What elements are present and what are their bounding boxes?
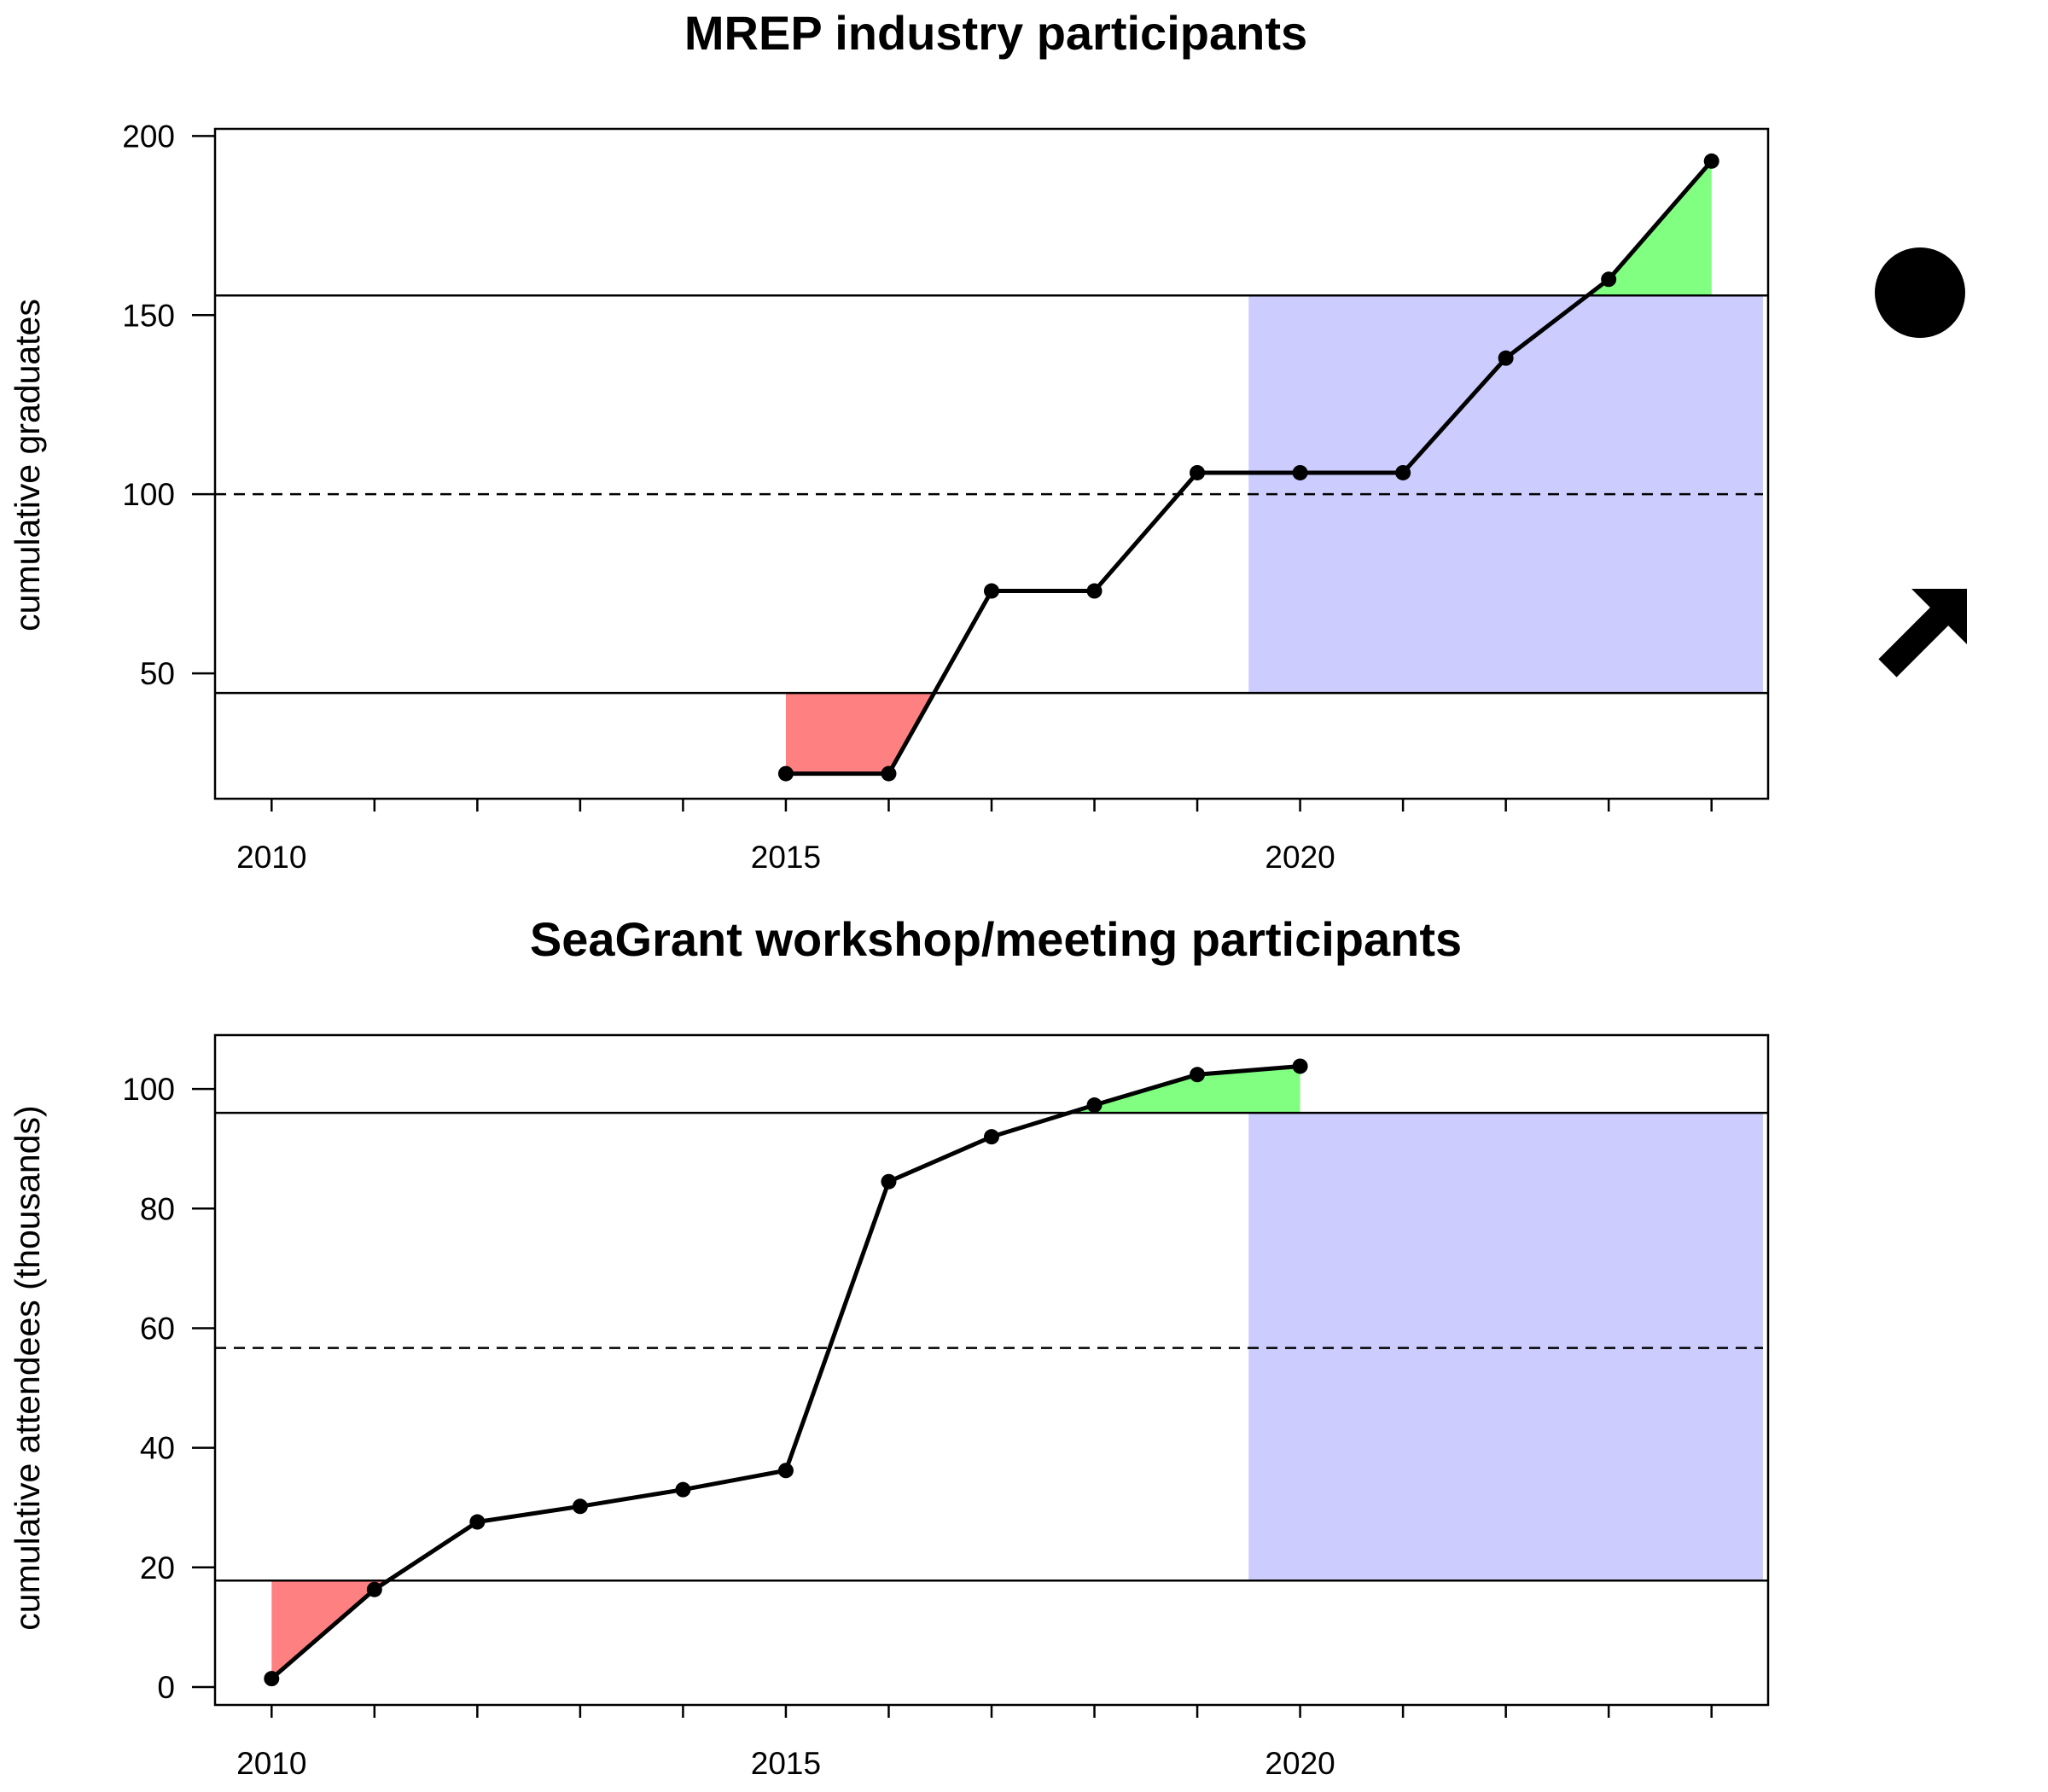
y-tick-label: 100 bbox=[122, 477, 175, 512]
above-target-area bbox=[1588, 160, 1712, 296]
data-point bbox=[1498, 350, 1514, 366]
panel-1: MREP industry participants 50 100 150 200 20… bbox=[8, 6, 1770, 875]
data-point bbox=[881, 765, 897, 782]
dot-icon bbox=[1875, 247, 1965, 338]
data-point bbox=[777, 765, 794, 782]
y-tick-label: 150 bbox=[122, 298, 175, 333]
y-tick-label: 60 bbox=[140, 1311, 175, 1346]
data-point bbox=[1190, 1067, 1206, 1083]
x-tick-label: 2020 bbox=[1265, 1746, 1335, 1781]
data-point bbox=[1292, 464, 1308, 480]
series-line bbox=[270, 1063, 1300, 1681]
data-point bbox=[1086, 583, 1103, 599]
up-right-arrow-icon bbox=[1878, 589, 1967, 678]
panel-2-y-axis-label: cumulative attendees (thousands) bbox=[8, 1105, 47, 1630]
y-tick-label: 20 bbox=[140, 1551, 175, 1585]
data-point bbox=[984, 1129, 999, 1145]
y-tick-label: 40 bbox=[140, 1431, 175, 1466]
y-tick-label: 0 bbox=[157, 1670, 175, 1705]
data-point bbox=[469, 1514, 486, 1530]
data-point bbox=[1395, 464, 1411, 480]
data-point bbox=[1292, 1058, 1308, 1074]
data-point bbox=[984, 583, 999, 599]
x-tick-label: 2015 bbox=[751, 1746, 821, 1781]
status-icons bbox=[1875, 247, 1967, 678]
panel-2-title: SeaGrant workshop/meeting participants bbox=[530, 912, 1462, 966]
y-tick-label: 80 bbox=[140, 1191, 175, 1226]
y-tick-label: 100 bbox=[122, 1072, 175, 1107]
data-point bbox=[1703, 153, 1719, 169]
data-point bbox=[675, 1481, 691, 1498]
x-tick-label: 2015 bbox=[751, 840, 821, 875]
data-point bbox=[1601, 271, 1617, 288]
data-point bbox=[264, 1671, 280, 1687]
x-tick-label: 2010 bbox=[236, 840, 306, 875]
panel-2: SeaGrant workshop/meeting participants 0… bbox=[8, 912, 1770, 1781]
data-point bbox=[572, 1498, 588, 1515]
panel-1-plot: 50 100 150 200 2010 2015 2020 bbox=[122, 119, 1770, 875]
panel-2-plot: 0 20 40 60 80 100 2010 2015 2020 bbox=[122, 1033, 1770, 1781]
x-tick-label: 2010 bbox=[236, 1746, 306, 1781]
data-point bbox=[777, 1463, 794, 1479]
data-point bbox=[1190, 464, 1206, 480]
panel-1-y-axis-label: cumulative graduates bbox=[8, 299, 47, 631]
data-point bbox=[881, 1173, 897, 1190]
x-tick-label: 2020 bbox=[1265, 840, 1335, 875]
below-target-area bbox=[271, 1580, 387, 1679]
data-point bbox=[1086, 1097, 1103, 1114]
recent-window-band bbox=[1248, 1113, 1763, 1581]
series-line bbox=[785, 160, 1713, 777]
data-point bbox=[366, 1581, 382, 1597]
above-target-area bbox=[1069, 1066, 1300, 1114]
y-tick-label: 50 bbox=[140, 656, 175, 691]
below-target-area bbox=[785, 693, 934, 774]
y-tick-label: 200 bbox=[122, 119, 175, 154]
panel-1-title: MREP industry participants bbox=[684, 6, 1307, 60]
